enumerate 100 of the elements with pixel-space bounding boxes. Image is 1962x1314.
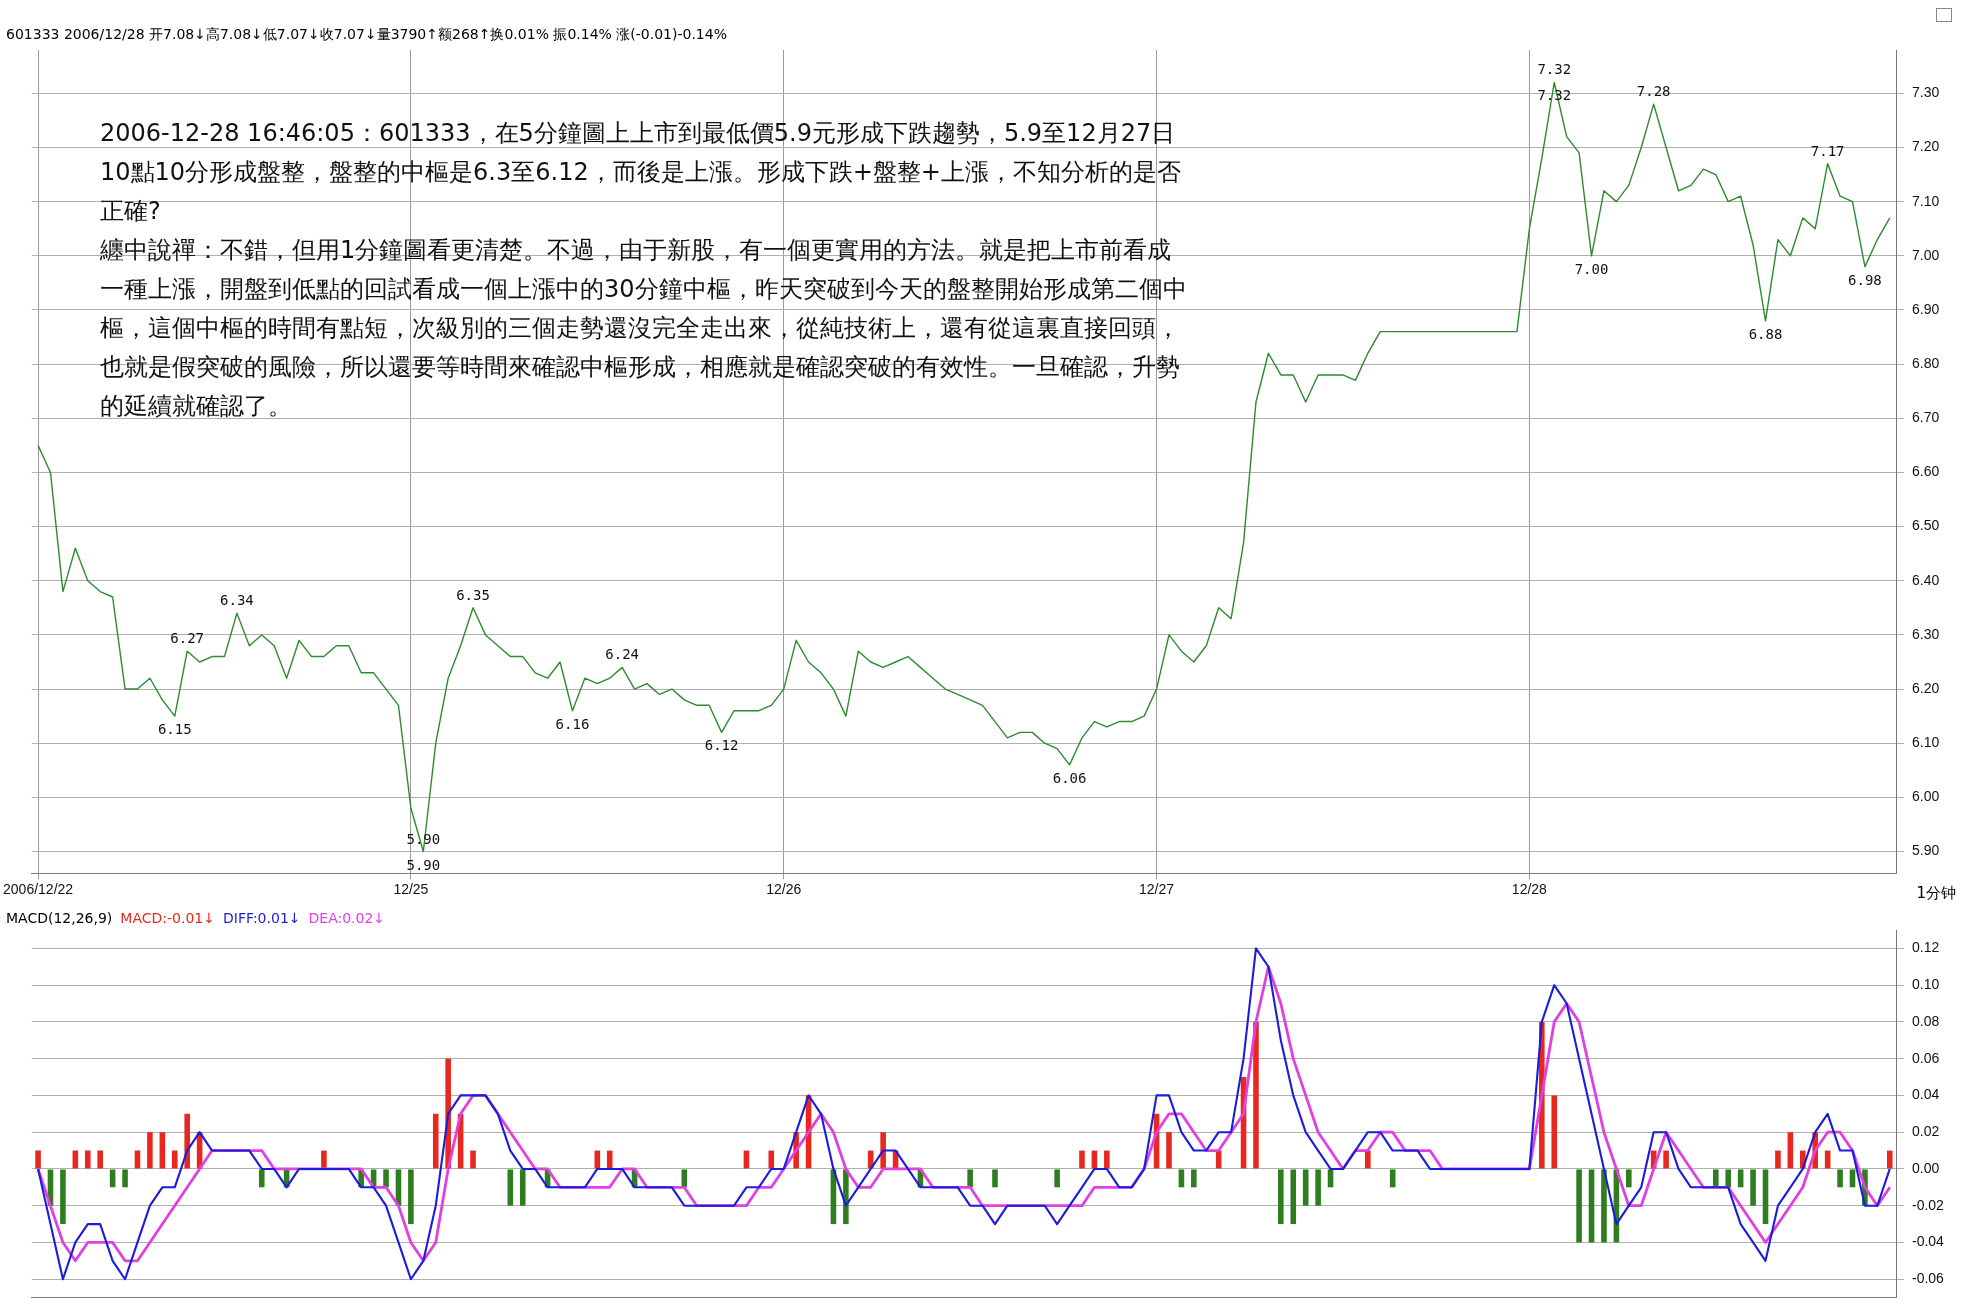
annotation: 7.17 bbox=[1810, 142, 1845, 159]
text: DEA:0.02↓ bbox=[308, 910, 386, 926]
bar bbox=[1626, 1169, 1632, 1188]
annotation: 7.28 bbox=[1636, 83, 1671, 100]
bar bbox=[1389, 1169, 1396, 1188]
bar bbox=[1849, 1169, 1856, 1188]
x-tick-label: 12/26 bbox=[766, 881, 802, 898]
y-tick-label: 0.12 bbox=[1912, 939, 1940, 956]
bar bbox=[1601, 1169, 1607, 1243]
y-tick-label: 5.90 bbox=[1912, 842, 1940, 859]
bar bbox=[1054, 1169, 1060, 1188]
y-tick-label: 6.90 bbox=[1912, 300, 1940, 317]
y-tick-label: 6.20 bbox=[1912, 679, 1940, 696]
y-tick-label: -0.02 bbox=[1912, 1196, 1945, 1213]
bar bbox=[1178, 1169, 1185, 1188]
y-tick-label: 6.70 bbox=[1912, 409, 1940, 426]
bar bbox=[1713, 1169, 1719, 1188]
bar bbox=[1104, 1150, 1110, 1169]
bar bbox=[1365, 1150, 1371, 1169]
bar bbox=[967, 1169, 973, 1188]
bar bbox=[992, 1169, 998, 1188]
annotation: 6.35 bbox=[456, 586, 490, 603]
bar bbox=[383, 1169, 389, 1188]
annotation: 6.88 bbox=[1748, 325, 1783, 342]
y-tick-label: -0.04 bbox=[1912, 1233, 1945, 1250]
bar bbox=[1315, 1169, 1321, 1206]
bar bbox=[507, 1169, 514, 1206]
y-tick-label: 0.08 bbox=[1912, 1012, 1940, 1029]
bar bbox=[1191, 1169, 1197, 1188]
bar bbox=[60, 1169, 66, 1225]
bar bbox=[1775, 1150, 1781, 1169]
y-tick-label: 6.80 bbox=[1912, 354, 1940, 371]
bar bbox=[519, 1169, 526, 1206]
annotation: 6.24 bbox=[605, 646, 640, 663]
y-tick-label: 0.06 bbox=[1912, 1049, 1940, 1066]
bar bbox=[1886, 1150, 1893, 1169]
bar bbox=[84, 1150, 91, 1169]
y-tick-label: -0.06 bbox=[1912, 1270, 1945, 1287]
bar bbox=[1253, 1021, 1259, 1169]
bar bbox=[1576, 1169, 1582, 1243]
y-tick-label: 6.40 bbox=[1912, 571, 1940, 588]
annotation: 6.98 bbox=[1848, 271, 1882, 288]
y-tick-label: 6.60 bbox=[1912, 463, 1940, 480]
bar bbox=[880, 1132, 886, 1169]
bar bbox=[184, 1113, 190, 1169]
annotation: 6.16 bbox=[555, 715, 590, 732]
bar bbox=[258, 1169, 265, 1188]
bar bbox=[432, 1113, 439, 1169]
y-tick-label: 0.04 bbox=[1912, 1086, 1940, 1103]
y-tick-label: 0.02 bbox=[1912, 1123, 1940, 1140]
chart-subtitle: 601333 2006/12/28 开7.08↓高7.08↓低7.07↓收7.07↓量3790↑额268↑换0.01% 振0.14% 涨(-0.01)-0.14% bbox=[6, 26, 727, 42]
annotation: 6.27 bbox=[170, 630, 205, 647]
text: MACD:-0.01↓ bbox=[120, 910, 215, 926]
y-tick-label: 7.20 bbox=[1912, 138, 1940, 155]
bar bbox=[122, 1169, 128, 1188]
bar bbox=[768, 1150, 775, 1169]
bar bbox=[470, 1150, 476, 1169]
annotation: 2006-12-28 16:46:05：601333，在5分鐘圖上上市到最低價5.9元形成下跌趨勢，5.9至12月27日10點10分形成盤整，盤整的中樞是6.3至6.12，而後是上漲。形成下跌+盤整+上漲，不知分析的是否正確? bbox=[100, 118, 1182, 227]
bar bbox=[1737, 1169, 1744, 1188]
x-tick-label: 12/28 bbox=[1511, 881, 1548, 898]
bar bbox=[1079, 1150, 1085, 1169]
x-axis-title: 1分钟 bbox=[1916, 884, 1956, 903]
bar bbox=[1663, 1150, 1669, 1169]
annotation: 6.34 bbox=[220, 592, 254, 609]
bar bbox=[1837, 1169, 1843, 1188]
bar bbox=[1750, 1169, 1756, 1206]
bar bbox=[321, 1150, 327, 1169]
x-tick-label: 12/25 bbox=[393, 881, 429, 898]
bar bbox=[606, 1150, 613, 1169]
bar bbox=[1551, 1095, 1558, 1169]
bar bbox=[1725, 1169, 1732, 1188]
annotation: 5.90 bbox=[406, 856, 441, 873]
annotation: 7.32 bbox=[1537, 61, 1572, 78]
y-tick-label: 0.10 bbox=[1912, 976, 1940, 992]
bar bbox=[408, 1169, 414, 1225]
bar bbox=[171, 1150, 178, 1169]
annotation: 7.00 bbox=[1574, 260, 1609, 277]
x-tick-label: 12/27 bbox=[1139, 881, 1175, 898]
text: DIFF:0.01↓ bbox=[222, 910, 301, 926]
y-tick-label: 6.10 bbox=[1912, 734, 1940, 751]
annotation: 6.06 bbox=[1052, 769, 1087, 786]
y-tick-label: 6.00 bbox=[1912, 788, 1940, 805]
annotation: 6.12 bbox=[704, 737, 739, 754]
y-tick-label: 0.00 bbox=[1912, 1159, 1940, 1176]
bar bbox=[1166, 1132, 1172, 1169]
y-tick-label: 6.30 bbox=[1912, 625, 1940, 642]
bar bbox=[1278, 1169, 1284, 1225]
y-tick-label: 7.00 bbox=[1912, 246, 1940, 263]
annotation: 6.15 bbox=[157, 721, 192, 738]
y-tick-label: 7.30 bbox=[1912, 84, 1940, 101]
bar bbox=[1290, 1169, 1297, 1225]
bar bbox=[1762, 1169, 1769, 1225]
bar bbox=[109, 1169, 116, 1188]
bar bbox=[147, 1132, 153, 1169]
x-tick-label: 2006/12/22 bbox=[3, 881, 74, 898]
chart-title: MACD(12,26,9) bbox=[6, 910, 113, 926]
bar bbox=[35, 1150, 41, 1169]
y-tick-label: 6.50 bbox=[1912, 517, 1940, 534]
bar bbox=[97, 1150, 103, 1169]
bar bbox=[1302, 1169, 1309, 1206]
